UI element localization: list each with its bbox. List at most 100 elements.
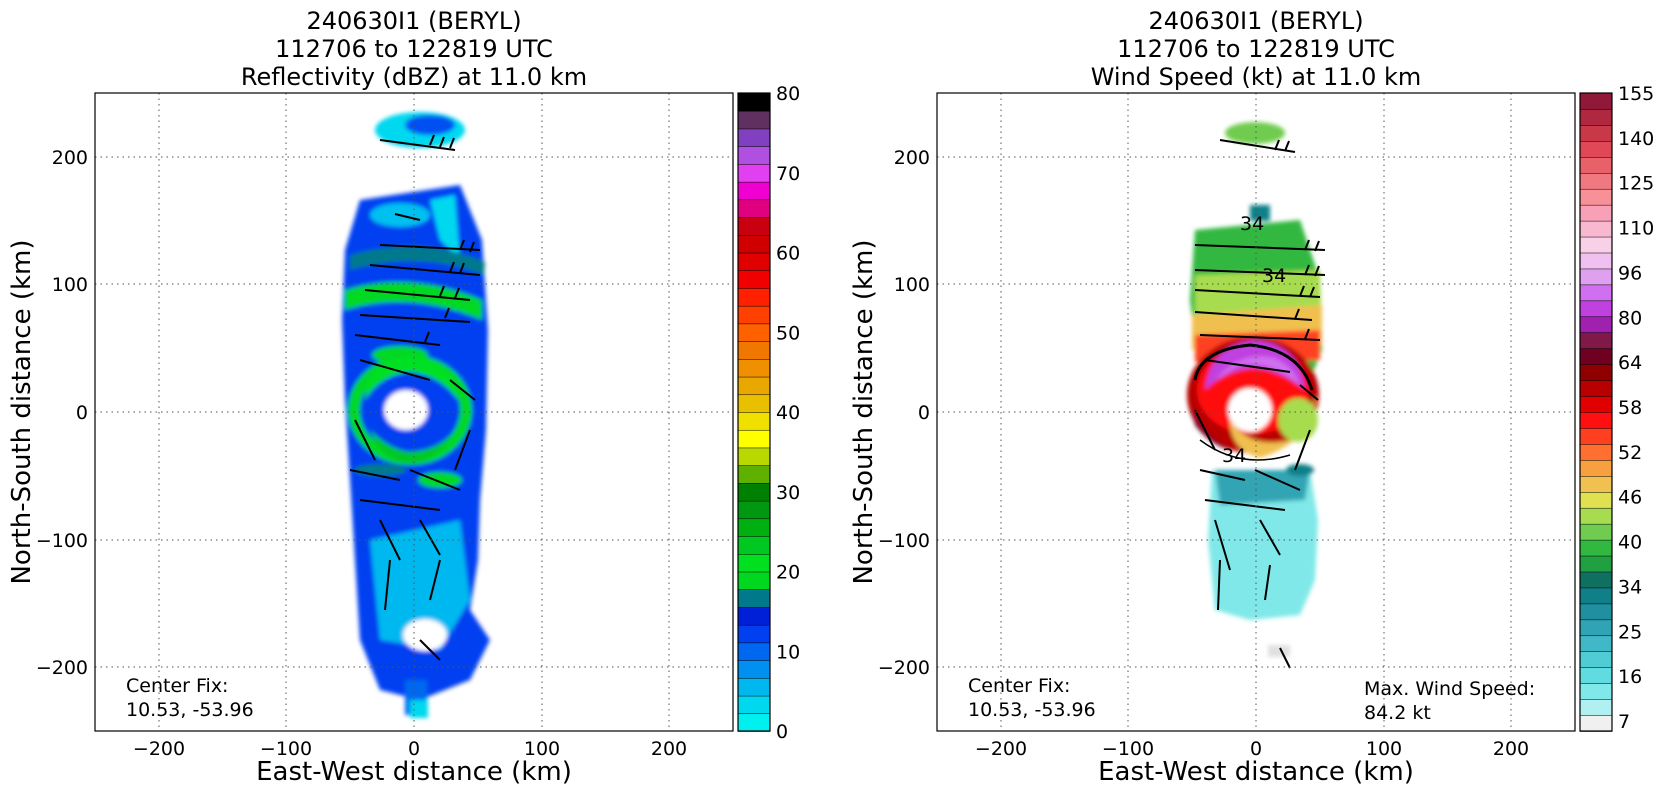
colorbar-swatch xyxy=(1579,124,1613,142)
right-grid xyxy=(937,93,1575,731)
colorbar-swatch xyxy=(1579,619,1613,637)
colorbar-swatch xyxy=(737,269,771,289)
colorbar-swatch xyxy=(1579,379,1613,397)
colorbar-swatch xyxy=(737,163,771,183)
colorbar-swatch xyxy=(737,429,771,449)
colorbar-swatch xyxy=(1579,491,1613,509)
colorbar-tick-label: 70 xyxy=(776,163,800,185)
colorbar-swatch xyxy=(1579,651,1613,668)
colorbar-tick-label: 25 xyxy=(1618,621,1642,643)
colorbar-tick-label: 20 xyxy=(776,562,800,584)
colorbar-swatch xyxy=(1579,475,1613,493)
colorbar-tick-label: 155 xyxy=(1618,83,1654,105)
colorbar-swatch xyxy=(737,358,771,378)
colorbar-swatch xyxy=(737,305,771,325)
colorbar-swatch xyxy=(1579,332,1613,349)
colorbar-swatch xyxy=(1579,539,1613,557)
colorbar-swatch xyxy=(1579,698,1613,716)
left-x-axis-label: East-West distance (km) xyxy=(256,757,572,787)
colorbar-swatch xyxy=(737,199,771,218)
right-xtick: 0 xyxy=(1250,738,1262,760)
colorbar-swatch xyxy=(737,411,771,431)
right-ytick: 200 xyxy=(894,147,930,169)
colorbar-swatch xyxy=(1579,571,1613,589)
left-ytick: 200 xyxy=(52,147,88,169)
colorbar-swatch xyxy=(1579,682,1613,700)
colorbar-swatch xyxy=(1579,204,1613,222)
right-center-fix-label: Center Fix: xyxy=(968,675,1070,697)
colorbar-swatch xyxy=(1579,395,1613,413)
colorbar-swatch xyxy=(737,252,771,271)
colorbar-swatch xyxy=(737,181,771,201)
colorbar-swatch xyxy=(737,482,771,502)
contour-label-34: 34 xyxy=(1262,265,1286,287)
left-xtick: −100 xyxy=(260,738,312,760)
left-wind-barbs xyxy=(349,134,481,661)
left-title-line-3: Reflectivity (dBZ) at 11.0 km xyxy=(241,63,587,91)
colorbar-swatch xyxy=(737,234,771,254)
left-center-fix-value: 10.53, -53.96 xyxy=(126,699,254,721)
colorbar-tick-label: 96 xyxy=(1618,262,1642,284)
right-center-fix-value: 10.53, -53.96 xyxy=(968,699,1096,721)
colorbar-swatch xyxy=(737,464,771,484)
right-colorbar-frame xyxy=(1579,92,1613,732)
colorbar-tick-label: 46 xyxy=(1618,487,1642,509)
left-title-line-1: 240630I1 (BERYL) xyxy=(306,7,521,35)
colorbar-swatch xyxy=(1579,635,1613,652)
colorbar-swatch xyxy=(1579,523,1613,541)
colorbar-swatch xyxy=(1579,140,1613,158)
colorbar-swatch xyxy=(737,110,771,130)
colorbar-swatch xyxy=(737,588,771,608)
left-xtick: 100 xyxy=(524,738,560,760)
right-xticks: −200 −100 0 100 200 xyxy=(975,738,1529,760)
colorbar-tick-label: 80 xyxy=(1618,307,1642,329)
colorbar-swatch xyxy=(1579,459,1613,477)
colorbar-tick-label: 50 xyxy=(776,322,800,344)
colorbar-swatch xyxy=(737,553,771,573)
colorbar-swatch xyxy=(737,642,771,661)
colorbar-swatch xyxy=(1579,236,1613,254)
colorbar-swatch xyxy=(737,695,771,715)
left-grid xyxy=(95,93,733,731)
right-xtick: 100 xyxy=(1366,738,1402,760)
colorbar-swatch xyxy=(1579,666,1613,684)
colorbar-swatch xyxy=(1579,587,1613,605)
reflectivity-panel: 240630I1 (BERYL) 112706 to 122819 UTC Re… xyxy=(7,7,800,787)
colorbar-tick-label: 64 xyxy=(1618,352,1642,374)
contour-label-34: 34 xyxy=(1222,445,1246,467)
colorbar-swatch xyxy=(737,535,771,555)
colorbar-swatch xyxy=(1579,555,1613,573)
colorbar-swatch xyxy=(1579,268,1613,286)
colorbar-tick-label: 7 xyxy=(1618,711,1630,733)
colorbar-swatch xyxy=(1579,443,1613,461)
colorbar-swatch xyxy=(737,92,771,112)
wind-speed-field: 34 34 34 xyxy=(1187,122,1326,669)
left-yticks: 200 100 0 −100 −200 xyxy=(36,147,88,679)
colorbar-swatch xyxy=(737,216,771,236)
reflectivity-field xyxy=(342,112,490,718)
colorbar-tick-label: 0 xyxy=(776,721,788,743)
left-xtick: 200 xyxy=(651,738,687,760)
right-xtick: 200 xyxy=(1493,738,1529,760)
left-y-axis-label: North-South distance (km) xyxy=(7,239,37,584)
contour-label-34: 34 xyxy=(1240,213,1264,235)
max-wind-speed-label: Max. Wind Speed: xyxy=(1364,678,1535,700)
colorbar-swatch xyxy=(1579,220,1613,238)
colorbar-swatch xyxy=(1579,714,1613,732)
right-y-axis-label: North-South distance (km) xyxy=(849,239,879,584)
left-title-line-2: 112706 to 122819 UTC xyxy=(275,35,553,63)
colorbar-swatch xyxy=(737,128,771,147)
left-center-fix-label: Center Fix: xyxy=(126,675,228,697)
colorbar-swatch xyxy=(737,606,771,626)
colorbar-tick-label: 40 xyxy=(776,402,800,424)
left-ytick: 0 xyxy=(76,402,88,424)
colorbar-swatch xyxy=(737,323,771,342)
left-xtick: −200 xyxy=(133,738,185,760)
colorbar-tick-label: 34 xyxy=(1618,576,1642,598)
right-yticks: 200 100 0 −100 −200 xyxy=(878,147,930,679)
right-plot-frame xyxy=(936,92,1576,732)
colorbar-swatch xyxy=(737,394,771,413)
colorbar-tick-label: 80 xyxy=(776,83,800,105)
colorbar-swatch xyxy=(1579,603,1613,621)
